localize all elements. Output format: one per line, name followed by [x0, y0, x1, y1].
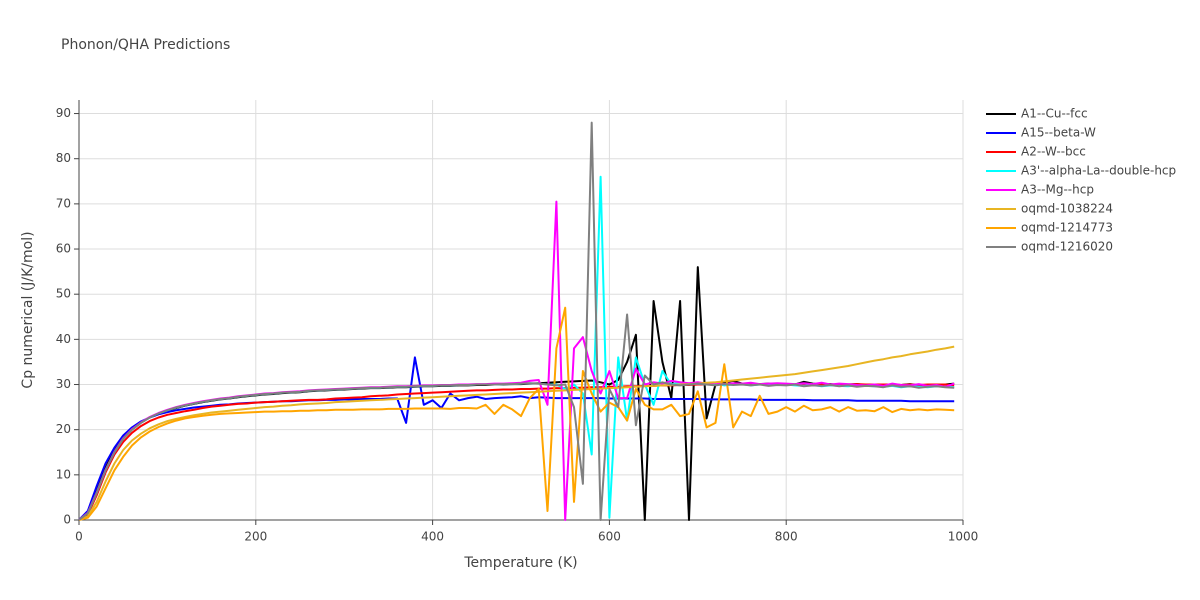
series-line — [78, 356, 955, 521]
y-tick-label: 70 — [56, 196, 71, 210]
y-tick-label: 80 — [56, 151, 71, 165]
x-tick-label: 400 — [421, 530, 444, 544]
x-tick-label: 600 — [598, 530, 621, 544]
legend-label: A15--beta-W — [1021, 126, 1096, 140]
y-axis-title: Cp numerical (J/K/mol) — [20, 231, 36, 388]
y-tick-label: 50 — [56, 287, 71, 301]
y-tick-label: 10 — [56, 467, 71, 481]
y-tick-label: 90 — [56, 106, 71, 120]
legend-label: oqmd-1214773 — [1021, 221, 1113, 235]
series-line — [78, 306, 955, 521]
x-axis-title: Temperature (K) — [463, 555, 577, 571]
series-line — [78, 175, 955, 521]
chart-title: Phonon/QHA Predictions — [61, 37, 230, 53]
legend-label: A1--Cu--fcc — [1021, 107, 1088, 121]
y-tick-label: 0 — [63, 513, 71, 527]
y-tick-label: 30 — [56, 377, 71, 391]
y-tick-label: 60 — [56, 242, 71, 256]
legend-label: A2--W--bcc — [1021, 145, 1086, 159]
x-tick-label: 800 — [775, 530, 798, 544]
y-tick-label: 20 — [56, 422, 71, 436]
series-line — [78, 345, 955, 521]
x-tick-label: 0 — [75, 530, 83, 544]
x-tick-label: 200 — [244, 530, 267, 544]
legend-label: oqmd-1216020 — [1021, 240, 1113, 254]
x-tick-label: 1000 — [948, 530, 979, 544]
legend-label: A3--Mg--hcp — [1021, 183, 1094, 197]
legend-label: A3'--alpha-La--double-hcp — [1021, 164, 1176, 178]
y-tick-label: 40 — [56, 332, 71, 346]
legend-label: oqmd-1038224 — [1021, 202, 1113, 216]
series-line — [78, 383, 955, 521]
series-line — [78, 121, 955, 521]
